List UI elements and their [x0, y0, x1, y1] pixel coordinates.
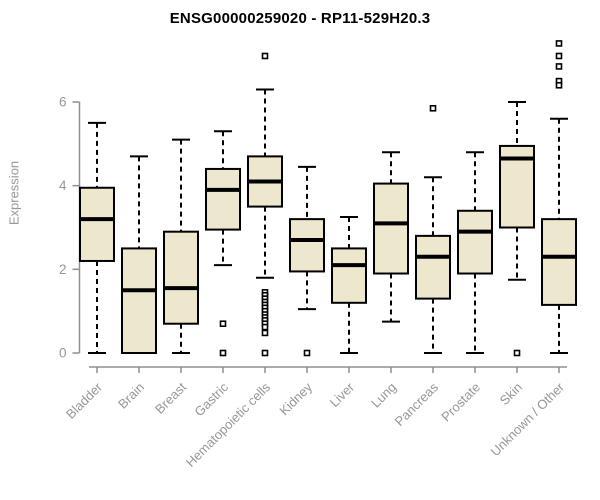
box-group-breast — [163, 138, 199, 354]
box — [121, 247, 157, 354]
box — [373, 182, 409, 275]
box-group-gastric — [205, 130, 241, 357]
outlier-point — [219, 349, 227, 357]
outlier-point — [303, 349, 311, 357]
box-group-lung — [373, 151, 409, 323]
box-group-kidney — [289, 165, 325, 357]
box — [289, 218, 325, 273]
box — [163, 230, 199, 325]
outlier-point — [555, 81, 563, 89]
x-tick-label: Unknown / Other — [488, 379, 568, 459]
y-axis: 0 2 4 6 — [59, 95, 81, 361]
box-group-liver — [331, 216, 367, 354]
outlier-point — [219, 320, 227, 328]
box-group-bladder — [79, 121, 115, 354]
x-tick-label: Liver — [327, 379, 358, 410]
box — [205, 167, 241, 231]
y-tick-label: 4 — [59, 178, 67, 193]
x-tick-label: Bladder — [63, 379, 106, 422]
x-tick-label: Gastric — [191, 379, 231, 419]
outlier-point — [261, 323, 269, 331]
box — [415, 234, 451, 300]
box — [541, 218, 577, 306]
x-tick-label: Pancreas — [392, 379, 442, 429]
x-tick-label: Prostate — [438, 380, 483, 425]
outlier-point — [429, 104, 437, 112]
box-group-pancreas — [415, 104, 451, 354]
x-tick-label: Breast — [152, 379, 189, 416]
box-group-skin — [499, 101, 535, 357]
outlier-point — [261, 349, 269, 357]
box-group-brain — [121, 155, 157, 354]
y-tick-label: 6 — [59, 95, 67, 110]
box-group-unknown-other — [541, 40, 577, 354]
chart-title: ENSG00000259020 - RP11-529H20.3 — [169, 10, 431, 27]
outlier-point — [261, 52, 269, 60]
box-group-prostate — [457, 151, 493, 354]
outlier-point — [555, 40, 563, 47]
x-tick-label: Lung — [368, 380, 399, 411]
x-tick-label: Kidney — [276, 379, 315, 418]
x-tick-label: Brain — [115, 380, 147, 412]
y-tick-label: 0 — [59, 346, 67, 361]
outlier-point — [513, 349, 521, 357]
box-group-hematopoietic-cells — [247, 52, 283, 357]
outlier-point — [261, 329, 269, 337]
box — [79, 186, 115, 262]
outlier-point — [555, 52, 563, 60]
outlier-point — [555, 63, 563, 70]
y-tick-label: 2 — [59, 262, 67, 277]
box — [331, 247, 367, 304]
x-tick-label: Skin — [497, 380, 525, 408]
box — [457, 209, 493, 275]
